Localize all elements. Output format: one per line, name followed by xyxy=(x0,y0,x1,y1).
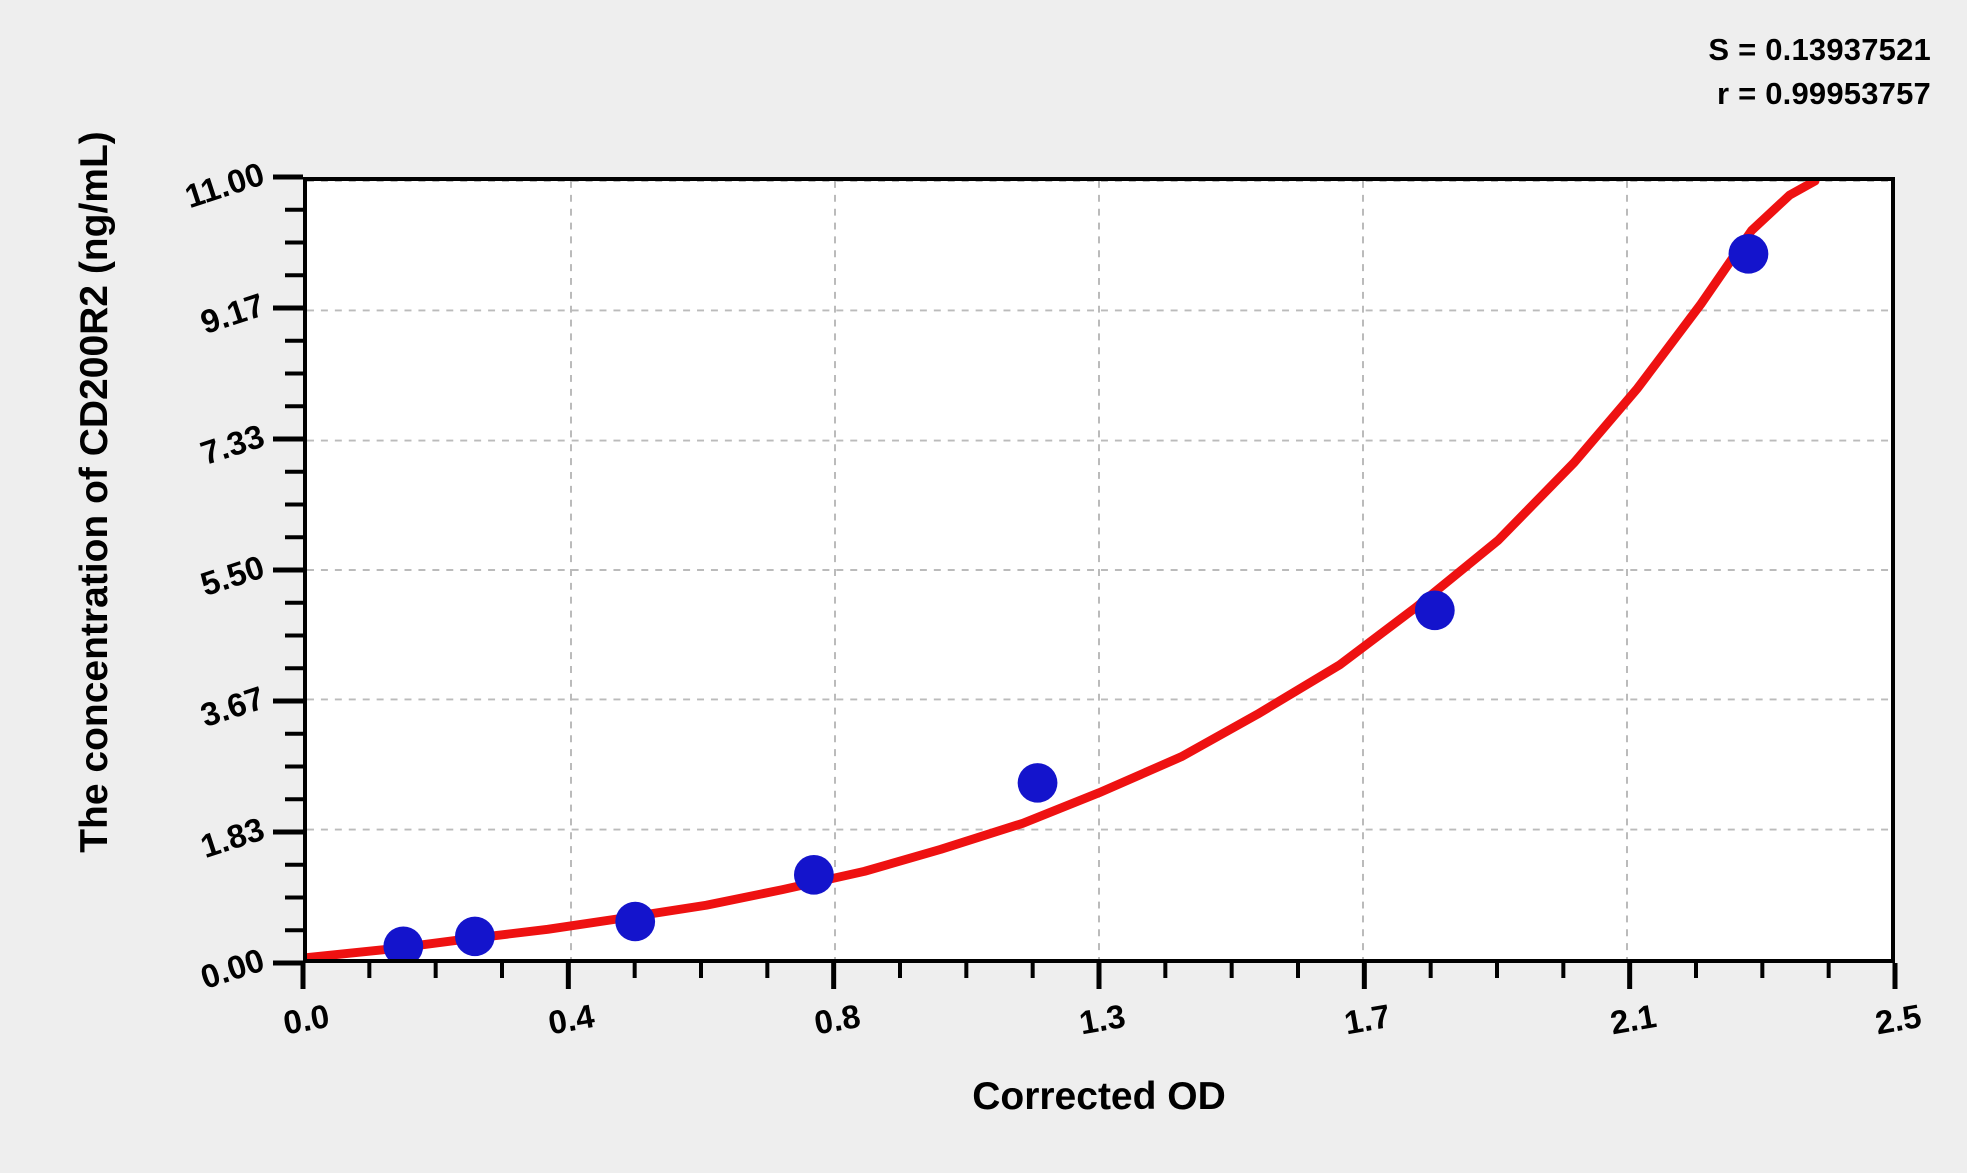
y-axis-tick-label: 1.83 xyxy=(196,809,269,865)
x-axis-tick-label: 1.3 xyxy=(1076,997,1129,1042)
standard-error-value: S = 0.13937521 xyxy=(1708,32,1931,67)
data-point-markers xyxy=(383,234,1769,959)
x-axis-tick-label: 0.0 xyxy=(280,997,333,1042)
y-axis-tick-label: 11.00 xyxy=(180,154,269,216)
data-point-marker xyxy=(1414,590,1455,631)
data-point-marker xyxy=(615,901,656,942)
y-axis-tick-label: 9.17 xyxy=(196,285,269,341)
fit-statistics: S = 0.13937521 r = 0.99953757 xyxy=(1708,28,1931,116)
data-point-marker xyxy=(455,916,495,957)
x-axis-tick-label: 2.5 xyxy=(1872,997,1925,1042)
y-axis-title: The concentration of CD200R2 (ng/mL) xyxy=(73,131,116,853)
fitted-curve xyxy=(307,181,1820,959)
x-axis-tick-label: 1.7 xyxy=(1341,997,1394,1042)
plot-area xyxy=(303,177,1895,963)
data-point-marker xyxy=(1728,234,1769,274)
x-axis-tick-label: 0.8 xyxy=(811,997,863,1042)
plot-canvas xyxy=(307,181,1891,959)
x-axis-tick-label: 0.4 xyxy=(545,997,598,1042)
x-axis-tick-label: 2.1 xyxy=(1607,997,1659,1042)
y-axis-tick-label: 3.67 xyxy=(196,678,269,734)
gridlines xyxy=(307,181,1891,959)
data-point-marker xyxy=(383,926,424,959)
data-point-marker xyxy=(793,855,834,895)
x-axis-title: Corrected OD xyxy=(972,1075,1226,1118)
data-point-marker xyxy=(1017,763,1058,803)
y-axis-tick-label: 0.00 xyxy=(196,940,269,996)
y-axis-tick-label: 7.33 xyxy=(196,416,269,472)
y-axis-tick-label: 5.50 xyxy=(196,547,269,603)
correlation-coefficient-value: r = 0.99953757 xyxy=(1717,76,1931,112)
